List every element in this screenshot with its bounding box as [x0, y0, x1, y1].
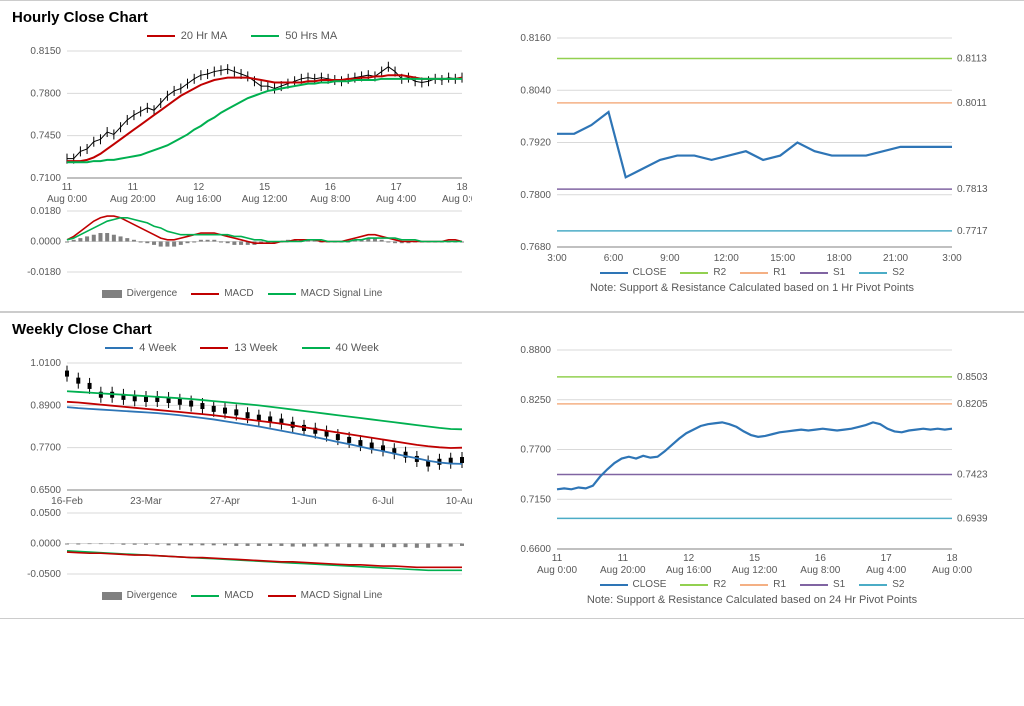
svg-text:Aug 8:00: Aug 8:00	[310, 194, 350, 205]
svg-text:9:00: 9:00	[660, 253, 680, 264]
svg-text:1.0100: 1.0100	[30, 358, 61, 369]
svg-text:0.7700: 0.7700	[30, 443, 61, 454]
svg-text:Aug 8:00: Aug 8:00	[800, 565, 840, 576]
svg-text:-0.0180: -0.0180	[27, 267, 61, 278]
hourly-sr-note: Note: Support & Resistance Calculated ba…	[502, 282, 1002, 294]
svg-text:Aug 4:00: Aug 4:00	[376, 194, 416, 205]
svg-text:Aug 12:00: Aug 12:00	[242, 194, 288, 205]
weekly-macd-legend: DivergenceMACDMACD Signal Line	[12, 590, 472, 601]
weekly-sr-chart: 0.66000.71500.77000.82500.880011Aug 0:00…	[502, 342, 1002, 577]
weekly-title: Weekly Close Chart	[12, 321, 1012, 338]
svg-text:0.7700: 0.7700	[520, 445, 551, 456]
svg-text:15:00: 15:00	[770, 253, 795, 264]
svg-text:0.8800: 0.8800	[520, 345, 551, 356]
svg-text:0.7450: 0.7450	[30, 131, 61, 142]
svg-text:0.8011: 0.8011	[957, 98, 987, 109]
svg-text:6:00: 6:00	[604, 253, 624, 264]
svg-text:0.6600: 0.6600	[520, 544, 551, 555]
svg-text:0.7423: 0.7423	[957, 470, 988, 481]
svg-text:0.0180: 0.0180	[30, 206, 61, 217]
svg-text:0.8250: 0.8250	[520, 395, 551, 406]
svg-text:6-Jul: 6-Jul	[372, 496, 394, 507]
svg-text:0.8150: 0.8150	[30, 46, 61, 57]
svg-text:1-Jun: 1-Jun	[291, 496, 316, 507]
svg-text:18: 18	[946, 553, 958, 564]
weekly-sr-legend: CLOSER2R1S1S2	[502, 579, 1002, 590]
weekly-main-chart: 0.6500 0.7700 0.8900 1.0100 16-Feb 23-Mar 27-A…	[12, 358, 472, 508]
svg-text:3:00: 3:00	[942, 253, 962, 264]
hourly-sr-chart: 0.7680 0.7800 0.7920 0.8040 0.8160 3:00 6:00 9:…	[502, 30, 1002, 265]
svg-text:16-Feb: 16-Feb	[51, 496, 83, 507]
svg-text:0.7680: 0.7680	[520, 242, 551, 253]
hourly-sr-legend: CLOSER2R1S1S2	[502, 267, 1002, 278]
hourly-title: Hourly Close Chart	[12, 9, 1012, 26]
svg-text:17: 17	[881, 553, 893, 564]
svg-text:0.7920: 0.7920	[520, 138, 551, 149]
svg-text:Aug 20:00: Aug 20:00	[600, 565, 646, 576]
svg-text:0.7800: 0.7800	[520, 190, 551, 201]
svg-text:Aug 20:00: Aug 20:00	[110, 194, 156, 205]
svg-text:23-Mar: 23-Mar	[130, 496, 162, 507]
svg-text:0.0000: 0.0000	[30, 539, 61, 550]
svg-text:3:00: 3:00	[547, 253, 567, 264]
svg-text:0.7150: 0.7150	[520, 494, 551, 505]
weekly-sr-note: Note: Support & Resistance Calculated ba…	[502, 594, 1002, 606]
svg-text:Aug 0:00: Aug 0:00	[537, 565, 577, 576]
svg-text:16: 16	[815, 553, 827, 564]
svg-text:Aug 4:00: Aug 4:00	[866, 565, 906, 576]
svg-text:0.6939: 0.6939	[957, 513, 988, 524]
svg-text:18:00: 18:00	[827, 253, 852, 264]
svg-text:27-Apr: 27-Apr	[210, 496, 241, 507]
svg-text:0.7100: 0.7100	[30, 173, 61, 184]
svg-text:0.7800: 0.7800	[30, 88, 61, 99]
svg-text:21:00: 21:00	[883, 253, 908, 264]
svg-text:12: 12	[193, 182, 205, 193]
svg-text:16: 16	[325, 182, 337, 193]
svg-text:Aug 0:00: Aug 0:00	[932, 565, 972, 576]
svg-text:15: 15	[259, 182, 271, 193]
svg-text:18: 18	[456, 182, 468, 193]
hourly-top-legend: 20 Hr MA50 Hrs MA	[12, 30, 472, 42]
svg-text:0.0500: 0.0500	[30, 508, 61, 519]
svg-text:10-Aug: 10-Aug	[446, 496, 472, 507]
svg-text:Aug 16:00: Aug 16:00	[666, 565, 712, 576]
svg-text:0.6500: 0.6500	[30, 485, 61, 496]
svg-text:Aug 0:00: Aug 0:00	[47, 194, 87, 205]
svg-text:0.8113: 0.8113	[957, 53, 987, 64]
svg-text:0.7717: 0.7717	[957, 226, 988, 237]
svg-text:15: 15	[749, 553, 761, 564]
svg-text:Aug 16:00: Aug 16:00	[176, 194, 222, 205]
svg-text:11: 11	[62, 182, 73, 193]
svg-text:12: 12	[683, 553, 695, 564]
svg-text:0.8205: 0.8205	[957, 399, 988, 410]
svg-text:0.0000: 0.0000	[30, 237, 61, 248]
hourly-macd-legend: DivergenceMACDMACD Signal Line	[12, 288, 472, 299]
hourly-main-chart: 0.71000.74500.78000.815011Aug 0:0011Aug …	[12, 46, 472, 206]
svg-text:0.8040: 0.8040	[520, 85, 551, 96]
svg-text:Aug 0:00: Aug 0:00	[442, 194, 472, 205]
svg-text:11: 11	[618, 553, 629, 564]
weekly-macd-chart: -0.0500 0.0000 0.0500	[12, 508, 472, 588]
svg-text:0.8503: 0.8503	[957, 372, 988, 383]
hourly-macd-chart: -0.0180 0.0000 0.0180	[12, 206, 472, 286]
svg-text:0.8160: 0.8160	[520, 33, 551, 44]
svg-text:Aug 12:00: Aug 12:00	[732, 565, 778, 576]
svg-text:11: 11	[128, 182, 139, 193]
svg-text:17: 17	[391, 182, 403, 193]
svg-text:0.7813: 0.7813	[957, 184, 988, 195]
svg-text:12:00: 12:00	[714, 253, 739, 264]
weekly-section: Weekly Close Chart 4 Week13 Week40 Week …	[0, 312, 1024, 619]
svg-text:-0.0500: -0.0500	[27, 569, 61, 580]
svg-text:11: 11	[552, 553, 563, 564]
svg-text:0.8900: 0.8900	[30, 400, 61, 411]
weekly-top-legend: 4 Week13 Week40 Week	[12, 342, 472, 354]
hourly-section: Hourly Close Chart 20 Hr MA50 Hrs MA 0.7…	[0, 0, 1024, 312]
